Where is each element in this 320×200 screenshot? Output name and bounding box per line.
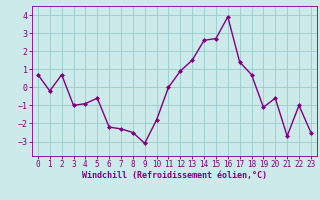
X-axis label: Windchill (Refroidissement éolien,°C): Windchill (Refroidissement éolien,°C) bbox=[82, 171, 267, 180]
